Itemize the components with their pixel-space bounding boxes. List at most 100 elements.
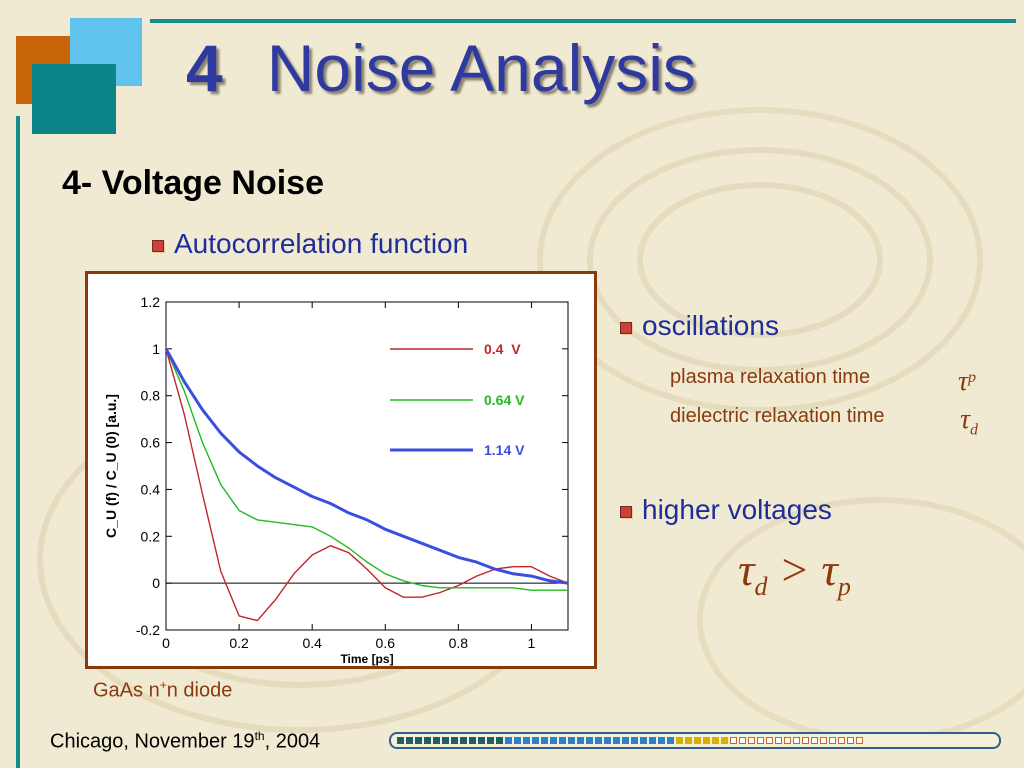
x-axis-label: Time [ps]	[340, 652, 393, 666]
progress-segment	[802, 737, 809, 744]
progress-segment	[541, 737, 548, 744]
legend-label-1: 0.4 V	[484, 341, 521, 357]
progress-segment	[415, 737, 422, 744]
progress-segment	[820, 737, 827, 744]
progress-segment	[595, 737, 602, 744]
series-line-3	[164, 348, 569, 585]
y-tick-label: -0.2	[136, 622, 160, 638]
progress-segment	[622, 737, 629, 744]
progress-segment	[748, 737, 755, 744]
progress-segment	[478, 737, 485, 744]
progress-segment	[856, 737, 863, 744]
title-text: Noise Analysis	[266, 31, 696, 105]
bullet-autocorrelation: Autocorrelation function	[152, 228, 468, 260]
progress-segment	[469, 737, 476, 744]
bullet-oscillations: oscillations	[620, 310, 779, 342]
decor-square-teal	[32, 64, 116, 134]
x-tick-label: 1	[528, 635, 536, 651]
progress-segment	[676, 737, 683, 744]
progress-segment	[640, 737, 647, 744]
progress-segment	[433, 737, 440, 744]
higher-voltages-text: higher voltages	[642, 494, 832, 525]
progress-segment	[604, 737, 611, 744]
progress-segment	[505, 737, 512, 744]
progress-segment	[514, 737, 521, 744]
x-tick-label: 0.6	[376, 635, 396, 651]
x-tick-label: 0.8	[449, 635, 469, 651]
progress-segment	[757, 737, 764, 744]
tau-d-symbol: τd	[960, 404, 979, 439]
progress-segment	[532, 737, 539, 744]
progress-segment	[631, 737, 638, 744]
chart-caption: GaAs n+n diode	[93, 678, 233, 702]
title-number: 4	[186, 31, 223, 105]
progress-segment	[577, 737, 584, 744]
progress-segment	[793, 737, 800, 744]
progress-segment	[766, 737, 773, 744]
progress-segment	[559, 737, 566, 744]
y-tick-label: 0.8	[141, 388, 161, 404]
bullet-higher-voltages: higher voltages	[620, 494, 832, 526]
progress-segment	[451, 737, 458, 744]
x-tick-label: 0	[162, 635, 170, 651]
slide-progress-bar	[389, 732, 1001, 749]
progress-segment	[424, 737, 431, 744]
progress-segment	[442, 737, 449, 744]
progress-segment	[811, 737, 818, 744]
decor-top-line	[150, 19, 1016, 23]
x-tick-label: 0.2	[229, 635, 249, 651]
progress-segment	[694, 737, 701, 744]
y-tick-label: 0.4	[141, 481, 161, 497]
bullet-autocorrelation-text: Autocorrelation function	[174, 228, 469, 259]
progress-segment	[739, 737, 746, 744]
bullet-square-icon	[152, 239, 164, 252]
x-tick-label: 0.4	[302, 635, 322, 651]
y-tick-label: 0	[152, 575, 160, 591]
progress-segment	[838, 737, 845, 744]
progress-segment	[703, 737, 710, 744]
tau-inequality-formula: τd > τp	[738, 544, 851, 602]
dielectric-relaxation-label: dielectric relaxation time	[670, 405, 885, 427]
plot-area-frame	[165, 301, 569, 631]
progress-segment	[523, 737, 530, 744]
y-tick-label: 1.2	[141, 294, 161, 310]
progress-segment	[550, 737, 557, 744]
slide-title: 4 Noise Analysis	[186, 30, 696, 106]
progress-segment	[649, 737, 656, 744]
progress-segment	[730, 737, 737, 744]
progress-segment	[406, 737, 413, 744]
y-axis-label: C_U (f) / C_U (0) [a.u.]	[103, 394, 119, 538]
footer-location-date: Chicago, November 19th, 2004	[50, 729, 321, 753]
progress-segment	[829, 737, 836, 744]
progress-segment	[847, 737, 854, 744]
oscillations-text: oscillations	[642, 310, 779, 341]
progress-segment	[685, 737, 692, 744]
progress-segment	[568, 737, 575, 744]
progress-segment	[496, 737, 503, 744]
progress-segment	[613, 737, 620, 744]
legend-label-3: 1.14 V	[484, 442, 525, 458]
series-line-1	[165, 348, 569, 622]
y-tick-label: 0.2	[141, 528, 161, 544]
y-tick-label: 0.6	[141, 435, 161, 451]
legend-label-2: 0.64 V	[484, 392, 525, 408]
progress-segment	[667, 737, 674, 744]
autocorrelation-chart: -0.200.20.40.60.811.20 0.2 0.4 0.6 0.8 1Time …	[103, 294, 569, 666]
series-line-2	[165, 348, 568, 591]
progress-segment	[784, 737, 791, 744]
decor-left-line	[16, 116, 20, 768]
progress-segment	[586, 737, 593, 744]
progress-segment	[775, 737, 782, 744]
plasma-relaxation-label: plasma relaxation time	[670, 366, 871, 388]
section-subtitle: 4- Voltage Noise	[62, 164, 324, 202]
bullet-square-icon	[620, 505, 632, 518]
progress-segment	[397, 737, 404, 744]
progress-segment	[487, 737, 494, 744]
tau-p-symbol: τp	[958, 366, 977, 397]
progress-segment	[712, 737, 719, 744]
progress-segment	[658, 737, 665, 744]
progress-segment	[460, 737, 467, 744]
bullet-square-icon	[620, 321, 632, 334]
chart-frame: -0.2 0 0.2 0.4 0.6 0.8 1 1.2 0 0.2 0.4 0.6 0.8 1 Time …	[85, 271, 597, 669]
y-tick-label: 1	[152, 341, 160, 357]
